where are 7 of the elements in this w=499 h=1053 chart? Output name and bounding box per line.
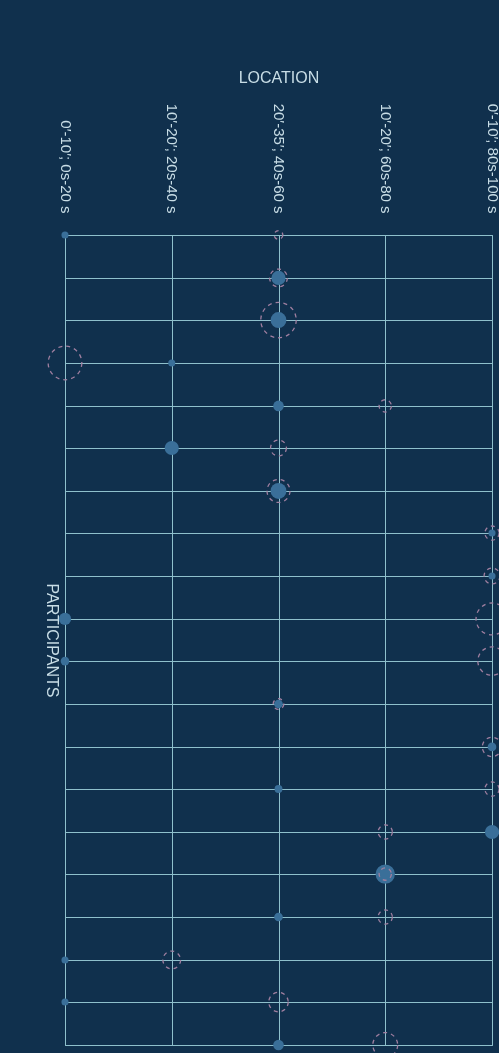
x-tick-label: 10′-20′; 60s-80 s [377,103,395,214]
x-tick-label: 20′-35′; 40s-60 s [271,103,288,214]
x-tick-label: 0′-10′; 80s-100 s [484,103,499,214]
x-axis-title: LOCATION [238,68,320,86]
y-axis-title: PARTICIPANTS [43,583,61,698]
x-tick-label: 0′-10′; 0s-20 s [57,120,75,214]
x-tick-label: 10′-20′; 20s-40 s [164,103,182,214]
